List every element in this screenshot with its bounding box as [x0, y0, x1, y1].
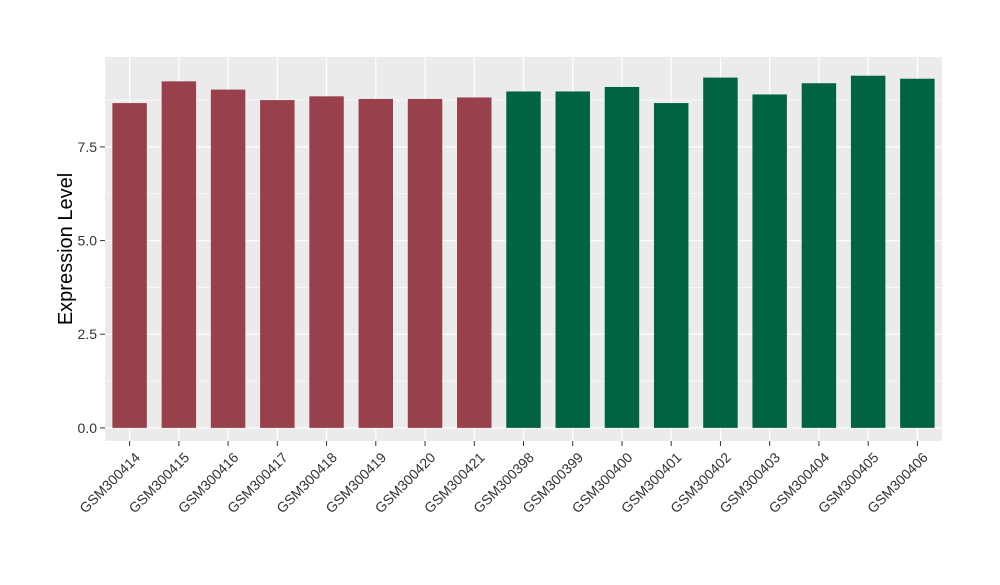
y-tick-label: 7.5: [78, 139, 98, 155]
bar-GSM300418: [309, 96, 344, 428]
y-tick-label: 0.0: [78, 420, 98, 436]
bar-GSM300405: [850, 75, 886, 428]
bar-GSM300419: [358, 98, 394, 428]
bar-GSM300417: [260, 100, 295, 428]
bar-GSM300402: [703, 77, 738, 428]
bar-GSM300401: [653, 103, 689, 428]
bar-GSM300416: [210, 89, 246, 428]
x-axis: GSM300414GSM300415GSM300416GSM300417GSM3…: [76, 441, 931, 516]
bar-GSM300406: [900, 78, 935, 428]
y-tick-label: 5.0: [78, 233, 98, 249]
bar-GSM300398: [506, 91, 541, 428]
bar-GSM300415: [161, 81, 197, 428]
bar-GSM300404: [801, 83, 837, 428]
y-axis-title: Expression Level: [55, 173, 77, 325]
bar-GSM300403: [752, 94, 787, 428]
bars: [112, 75, 935, 428]
bar-GSM300414: [112, 103, 147, 428]
bar-GSM300420: [407, 98, 443, 428]
y-axis: 0.0 2.5 5.0 7.5: [78, 139, 105, 436]
bar-GSM300421: [457, 97, 492, 428]
bar-GSM300400: [604, 86, 640, 428]
y-tick-label: 2.5: [78, 326, 98, 342]
bar-GSM300399: [555, 91, 590, 428]
